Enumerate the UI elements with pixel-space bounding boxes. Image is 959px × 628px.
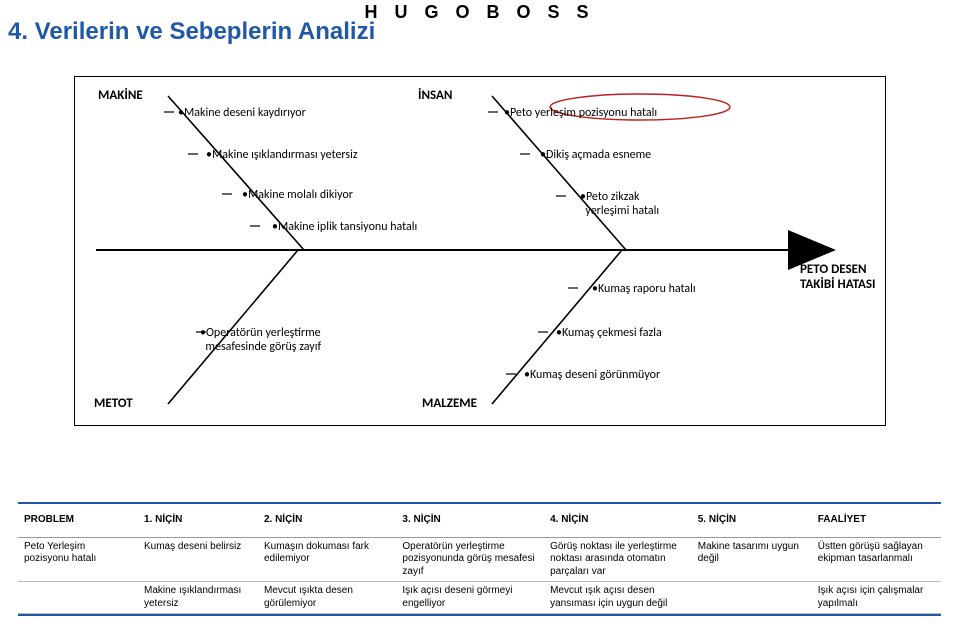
cause-label: •Peto yerleşim pozisyonu hatalı [504,106,657,120]
table-cell: Üstten görüşü sağlayan ekipman tasarlanm… [812,537,941,582]
cause-label: •Kumaş raporu hatalı [592,282,696,296]
table-cell: Kumaşın dokuması fark edilemiyor [258,537,396,582]
why-table: PROBLEM1. NİÇİN2. NİÇİN3. NİÇİN4. NİÇİN5… [18,504,941,614]
cause-label: •Kumaş çekmesi fazla [556,326,662,340]
cause-label: •Makine molalı dikiyor [242,188,353,202]
category-label: İNSAN [418,88,452,103]
cause-label: •Makine deseni kaydırıyor [178,106,306,120]
why-table-wrap: PROBLEM1. NİÇİN2. NİÇİN3. NİÇİN4. NİÇİN5… [18,502,941,616]
table-cell [692,582,812,614]
table-cell: Işık açısı için çalışmalar yapılmalı [812,582,941,614]
fishbone-diagram [0,0,959,460]
table-header: FAALİYET [812,504,941,537]
table-cell: Mevcut ışık açısı desen yansıması için u… [544,582,692,614]
cause-label: •Makine ışıklandırması yetersiz [206,148,358,162]
table-cell: Görüş noktası ile yerleştirme noktası ar… [544,537,692,582]
table-header: 3. NİÇİN [396,504,544,537]
table-header: PROBLEM [18,504,138,537]
category-label: METOT [94,396,133,411]
cause-label: •Makine iplik tansiyonu hatalı [272,220,417,234]
table-cell: Kumaş deseni belirsiz [138,537,258,582]
table-cell: Işık açısı deseni görmeyi engelliyor [396,582,544,614]
table-header: 5. NİÇİN [692,504,812,537]
cause-label: •Peto zikzak yerleşimi hatalı [580,190,659,218]
table-cell: Mevcut ışıkta desen görülemiyor [258,582,396,614]
effect-label: PETO DESENTAKİBİ HATASI [800,262,876,292]
category-label: MALZEME [422,396,477,411]
table-row: Makine ışıklandırması yetersizMevcut ışı… [18,582,941,614]
table-header: 2. NİÇİN [258,504,396,537]
table-cell: Makine tasarımı uygun değil [692,537,812,582]
table-cell [18,582,138,614]
cause-label: •Kumaş deseni görünmüyor [524,368,660,382]
table-row: Peto Yerleşim pozisyonu hatalıKumaş dese… [18,537,941,582]
table-cell: Makine ışıklandırması yetersiz [138,582,258,614]
category-label: MAKİNE [98,88,143,103]
table-cell: Operatörün yerleştirme pozisyonunda görü… [396,537,544,582]
cause-label: •Operatörün yerleştirme mesafesinde görü… [200,326,321,354]
table-header: 4. NİÇİN [544,504,692,537]
cause-label: •Dikiş açmada esneme [540,148,651,162]
table-header: 1. NİÇİN [138,504,258,537]
table-cell: Peto Yerleşim pozisyonu hatalı [18,537,138,582]
